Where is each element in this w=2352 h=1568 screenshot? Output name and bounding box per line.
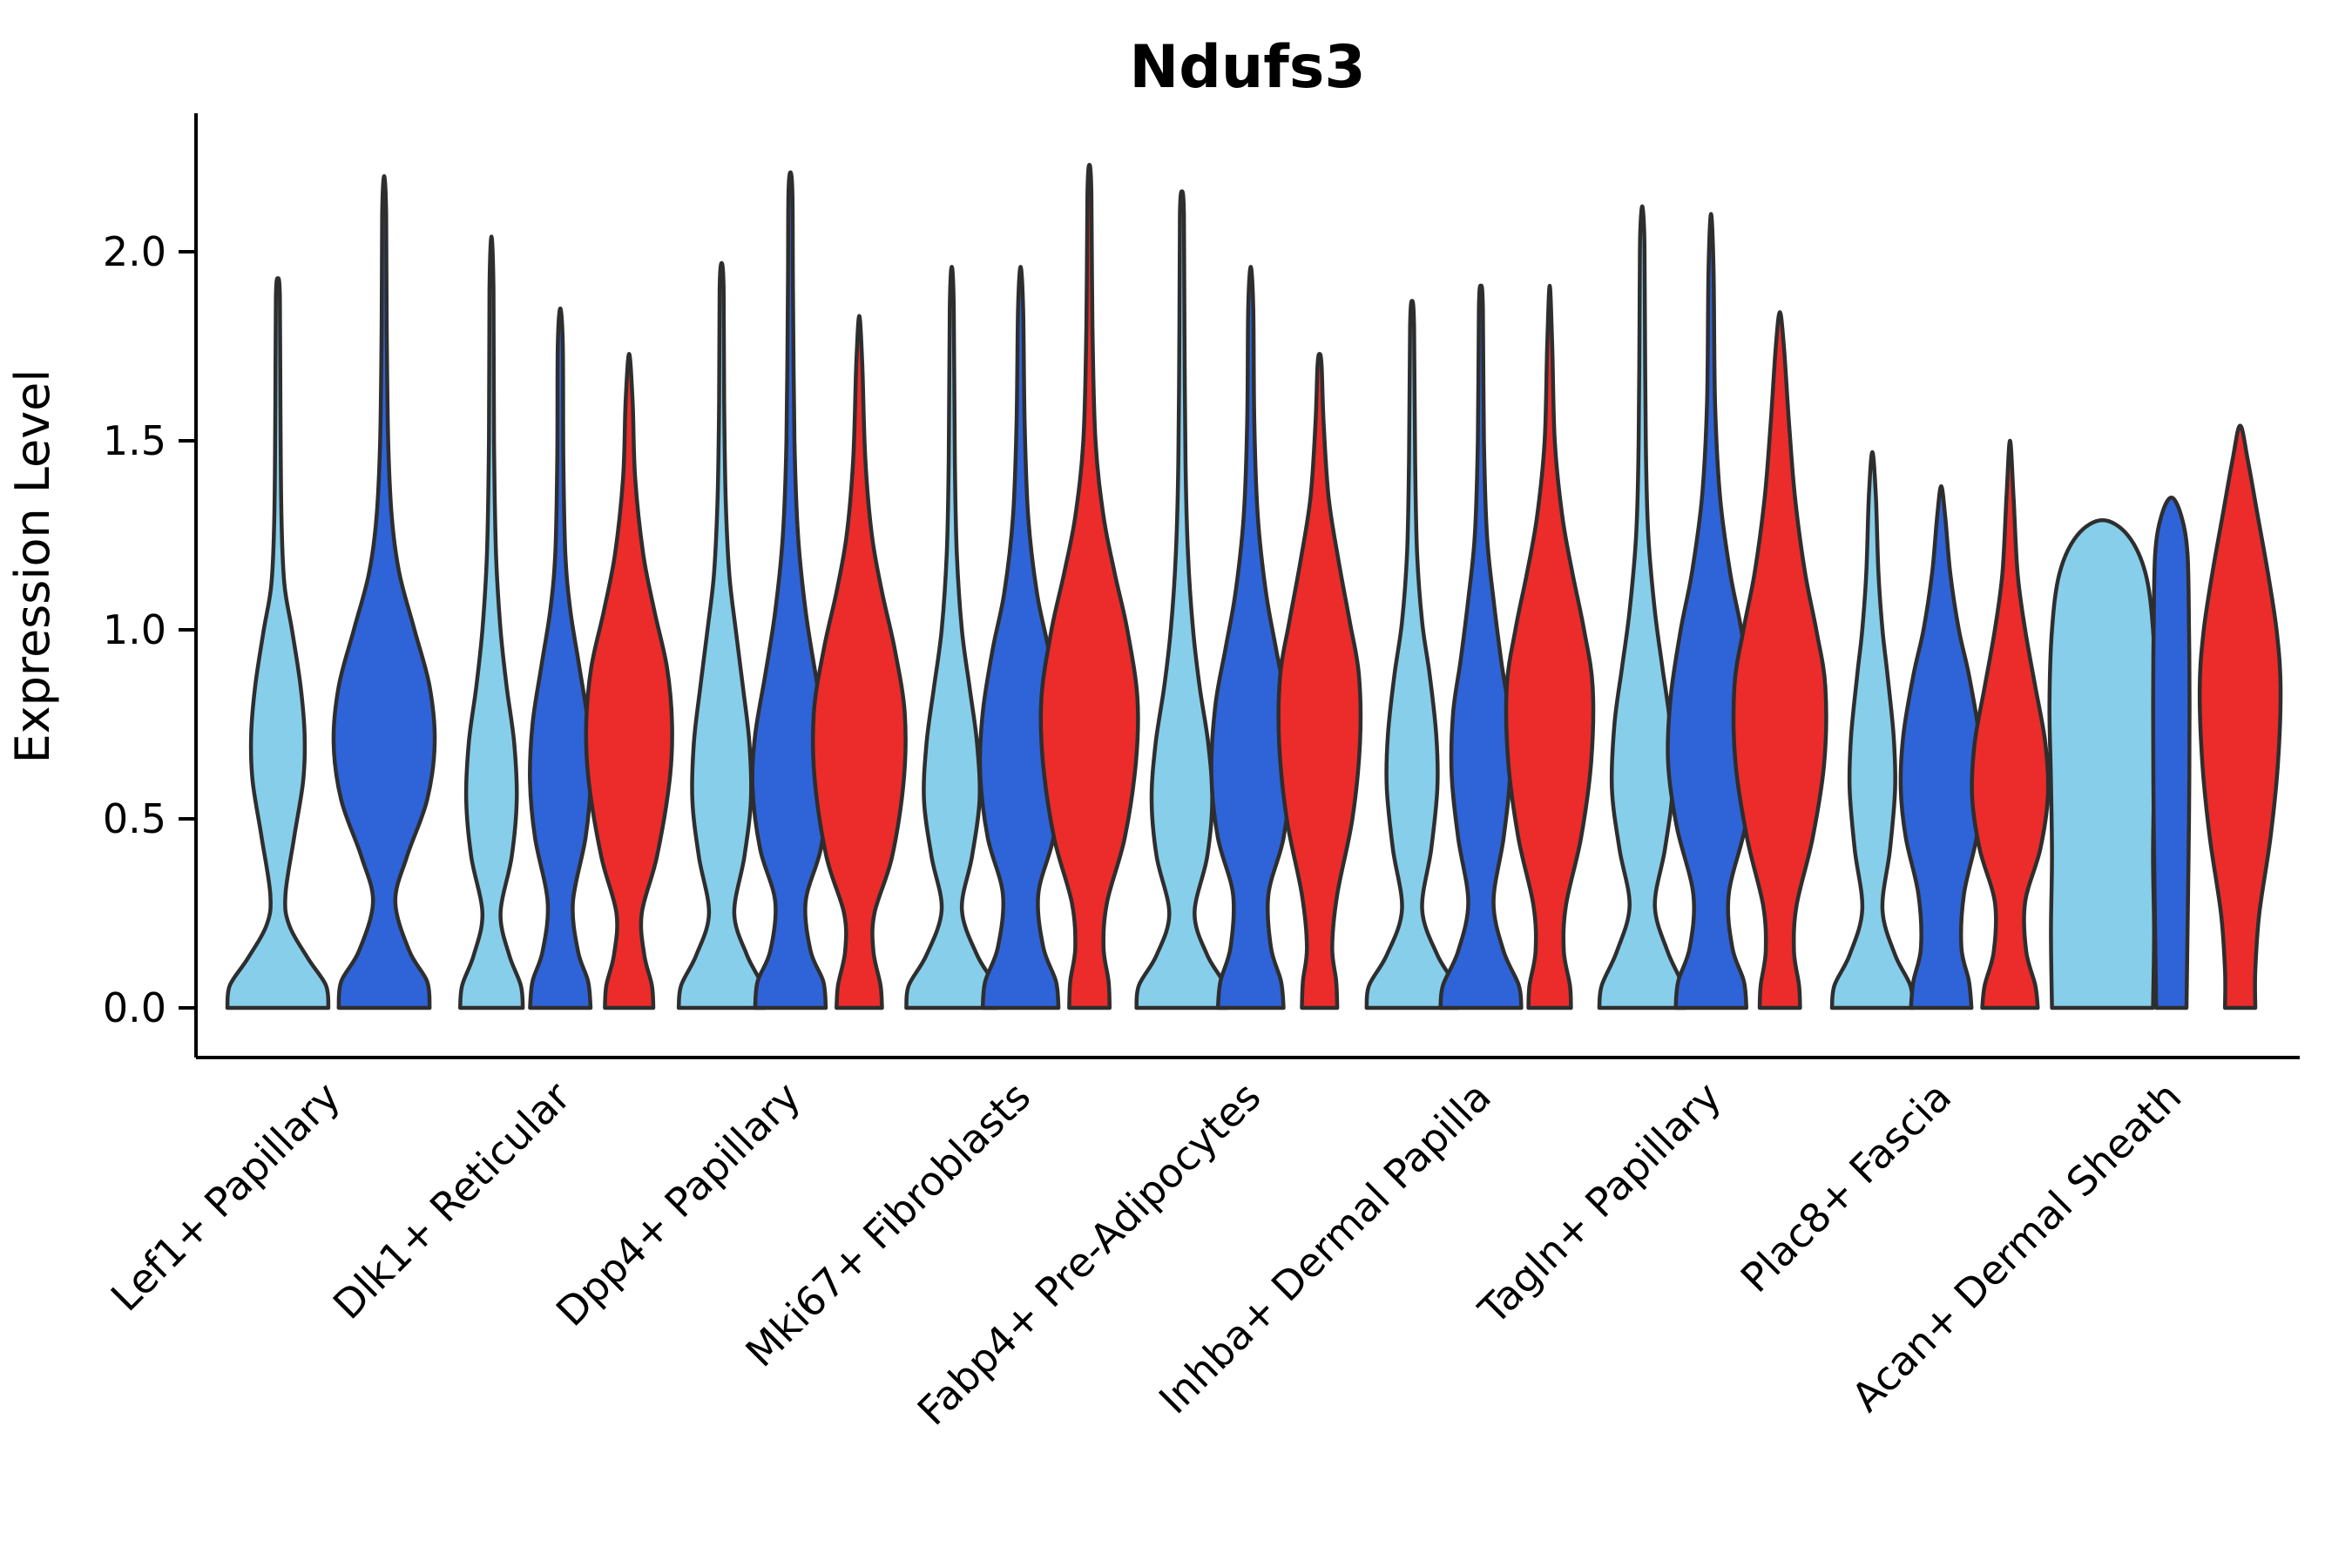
violin [225, 276, 331, 1010]
x-tick-label: Dpp4+ Papillary [547, 1073, 809, 1335]
violin [331, 173, 437, 1010]
violin [1134, 189, 1230, 1010]
violin [676, 260, 767, 1010]
violin [1209, 265, 1293, 1010]
y-tick-label: 1.5 [103, 417, 166, 464]
x-tick-label: Plac8+ Fascia [1732, 1073, 1960, 1301]
x-tick-label: Dlk1+ Reticular [324, 1073, 579, 1328]
y-tick-label: 1.0 [103, 606, 166, 653]
violin [1829, 449, 1916, 1010]
violin [1731, 310, 1828, 1010]
violin [810, 314, 908, 1010]
violin [528, 306, 593, 1010]
violin [1970, 438, 2051, 1010]
violin [1438, 283, 1524, 1010]
y-axis-label: Expression Level [5, 369, 60, 764]
violin [1898, 483, 1984, 1010]
violin [904, 265, 1000, 1010]
violin [750, 170, 831, 1010]
chart-title: Ndufs3 [1129, 33, 1365, 102]
y-tick-label: 0.0 [103, 984, 166, 1031]
violin [457, 234, 525, 1010]
violin [1504, 283, 1596, 1010]
violin [2197, 423, 2283, 1010]
violin [1597, 204, 1687, 1010]
violin [1276, 351, 1363, 1010]
violin [1666, 212, 1757, 1010]
violin [1038, 162, 1140, 1010]
x-tick-label: Lef1+ Papillary [102, 1073, 349, 1321]
violin [584, 351, 674, 1010]
violin [2151, 495, 2192, 1010]
x-tick-label: Tagln+ Papillary [1469, 1073, 1730, 1335]
violin [2047, 517, 2158, 1010]
y-tick-label: 0.5 [103, 795, 166, 842]
violins-layer [225, 162, 2283, 1010]
y-tick-label: 2.0 [103, 228, 166, 275]
violin [1364, 299, 1460, 1010]
